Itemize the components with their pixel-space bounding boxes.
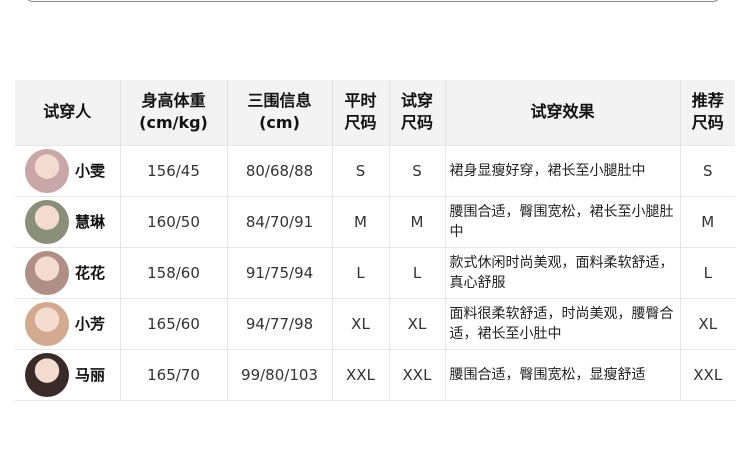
cell-height-weight: 165/60: [120, 297, 228, 349]
table-row: 小雯 156/45 80/68/88 S S 裙身显瘦好穿，裙长至小腿肚中 S: [15, 144, 735, 196]
cell-tester: 慧琳: [15, 195, 121, 247]
cell-recommended-size: M: [680, 195, 735, 247]
cell-tried-size: L: [389, 246, 446, 298]
cell-recommended-size: XXL: [680, 348, 735, 401]
cell-effect: 面料很柔软舒适，时尚美观，腰臀合适，裙长至小肚中: [445, 297, 681, 349]
cell-recommended-size: L: [680, 246, 735, 298]
header-usual-size: 平时 尺码: [332, 80, 390, 145]
header-text: 推荐: [691, 91, 724, 111]
cell-tried-size: S: [389, 144, 446, 196]
cell-height-weight: 158/60: [120, 246, 228, 298]
cell-usual-size: XL: [332, 297, 390, 349]
header-text: 尺码: [344, 113, 377, 133]
header-recommended-size: 推荐 尺码: [680, 80, 735, 145]
header-text: 身高体重: [141, 91, 206, 111]
cell-effect: 腰围合适，臀围宽松，裙长至小腿肚中: [445, 195, 681, 247]
cell-usual-size: XXL: [332, 348, 390, 401]
cell-measurements: 99/80/103: [227, 348, 333, 401]
cell-effect: 腰围合适，臀围宽松，显瘦舒适: [445, 348, 681, 401]
header-text: 三围信息: [247, 91, 312, 111]
cell-height-weight: 165/70: [120, 348, 228, 401]
cell-recommended-size: XL: [680, 297, 735, 349]
cell-usual-size: S: [332, 144, 390, 196]
cell-measurements: 84/70/91: [227, 195, 333, 247]
cell-usual-size: L: [332, 246, 390, 298]
header-tester: 试穿人: [15, 80, 121, 145]
size-table: 试穿人 身高体重 (cm/kg) 三围信息 (cm) 平时 尺码 试穿 尺码 试穿效果 …: [15, 80, 735, 401]
tester: 慧琳: [15, 199, 120, 244]
header-unit: (cm): [259, 113, 300, 133]
header-text: 平时: [344, 91, 377, 111]
tester: 马丽: [15, 352, 120, 397]
avatar: [25, 199, 69, 244]
table-header: 试穿人 身高体重 (cm/kg) 三围信息 (cm) 平时 尺码 试穿 尺码 试穿效果 …: [15, 80, 735, 145]
tester: 小雯: [15, 148, 120, 193]
table-row: 慧琳 160/50 84/70/91 M M 腰围合适，臀围宽松，裙长至小腿肚中…: [15, 195, 735, 247]
cell-tester: 小雯: [15, 144, 121, 196]
cell-recommended-size: S: [680, 144, 735, 196]
header-unit: (cm/kg): [139, 113, 208, 133]
cell-height-weight: 156/45: [120, 144, 228, 196]
header-measurements: 三围信息 (cm): [227, 80, 333, 145]
tester-name: 马丽: [75, 366, 106, 384]
header-effect: 试穿效果: [445, 80, 681, 145]
cell-tried-size: M: [389, 195, 446, 247]
avatar: [25, 301, 69, 346]
cell-measurements: 80/68/88: [227, 144, 333, 196]
cell-tester: 花花: [15, 246, 121, 298]
cell-measurements: 91/75/94: [227, 246, 333, 298]
cell-tester: 马丽: [15, 348, 121, 401]
table-row: 花花 158/60 91/75/94 L L 款式休闲时尚美观，面料柔软舒适，真…: [15, 246, 735, 298]
avatar: [25, 148, 69, 193]
cell-tried-size: XL: [389, 297, 446, 349]
header-height-weight: 身高体重 (cm/kg): [120, 80, 228, 145]
tester: 小芳: [15, 301, 120, 346]
tester-name: 慧琳: [75, 213, 106, 231]
cell-tester: 小芳: [15, 297, 121, 349]
avatar: [25, 352, 69, 397]
header-text: 试穿: [400, 91, 433, 111]
cell-measurements: 94/77/98: [227, 297, 333, 349]
cell-height-weight: 160/50: [120, 195, 228, 247]
cell-tried-size: XXL: [389, 348, 446, 401]
cell-usual-size: M: [332, 195, 390, 247]
tester-name: 小雯: [75, 162, 106, 180]
tester-name: 小芳: [75, 315, 106, 333]
table-row: 马丽 165/70 99/80/103 XXL XXL 腰围合适，臀围宽松，显瘦…: [15, 348, 735, 401]
header-tried-size: 试穿 尺码: [389, 80, 446, 145]
table-row: 小芳 165/60 94/77/98 XL XL 面料很柔软舒适，时尚美观，腰臀…: [15, 297, 735, 349]
search-box[interactable]: [25, 0, 721, 2]
avatar: [25, 250, 69, 295]
tester: 花花: [15, 250, 120, 295]
tester-name: 花花: [75, 264, 106, 282]
header-text: 尺码: [691, 113, 724, 133]
header-text: 尺码: [400, 113, 433, 133]
cell-effect: 裙身显瘦好穿，裙长至小腿肚中: [445, 144, 681, 196]
cell-effect: 款式休闲时尚美观，面料柔软舒适，真心舒服: [445, 246, 681, 298]
